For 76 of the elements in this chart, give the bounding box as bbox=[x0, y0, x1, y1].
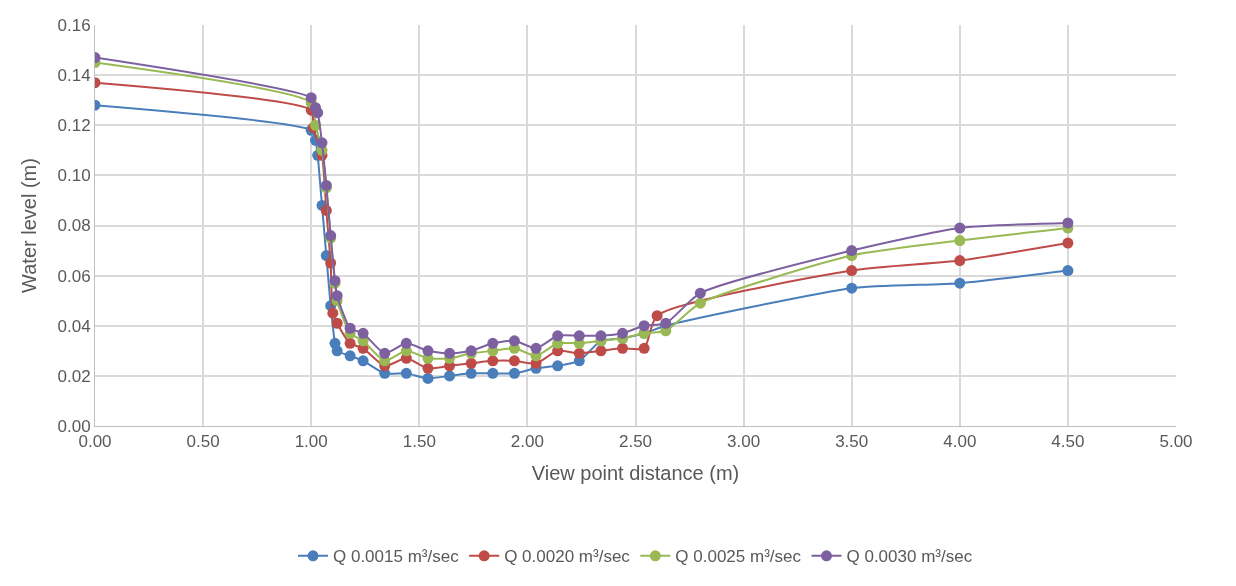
point bbox=[1062, 217, 1074, 229]
point bbox=[954, 222, 966, 234]
y-tick-label: 0.08 bbox=[57, 216, 91, 236]
point bbox=[444, 370, 456, 382]
y-tick-label: 0.16 bbox=[57, 15, 91, 35]
point bbox=[508, 335, 520, 347]
point bbox=[595, 330, 607, 342]
y-tick-label: 0.10 bbox=[57, 166, 91, 186]
point bbox=[422, 362, 434, 374]
x-tick-label: 3.50 bbox=[835, 432, 869, 452]
x-tick-label: 3.00 bbox=[727, 432, 761, 452]
point bbox=[400, 367, 412, 379]
x-tick-label: 1.00 bbox=[294, 432, 328, 452]
y-tick-label: 0.12 bbox=[57, 116, 91, 136]
point bbox=[552, 360, 564, 372]
point bbox=[487, 337, 499, 349]
y-tick-label: 0.14 bbox=[57, 66, 91, 86]
point bbox=[617, 327, 629, 339]
point bbox=[638, 320, 650, 332]
legend-label: Q 0.0020 m³/sec bbox=[504, 547, 631, 567]
point bbox=[694, 297, 706, 309]
point bbox=[954, 235, 966, 247]
point bbox=[344, 322, 356, 334]
x-tick-label: 1.50 bbox=[402, 432, 436, 452]
point bbox=[573, 330, 585, 342]
point bbox=[1062, 237, 1074, 249]
point bbox=[846, 245, 858, 257]
y-axis-title: Water level (m) bbox=[18, 158, 41, 293]
point bbox=[651, 310, 663, 322]
point bbox=[305, 92, 317, 104]
y-tick-label: 0.02 bbox=[57, 366, 91, 386]
x-axis-title: View point distance (m) bbox=[531, 461, 740, 484]
x-tick-label: 4.50 bbox=[1051, 432, 1085, 452]
legend-label: Q 0.0030 m³/sec bbox=[846, 547, 973, 567]
point bbox=[954, 277, 966, 289]
point bbox=[530, 342, 542, 354]
point bbox=[508, 355, 520, 367]
point bbox=[357, 327, 369, 339]
x-tick-label: 4.00 bbox=[943, 432, 977, 452]
point bbox=[638, 342, 650, 354]
point bbox=[344, 350, 356, 362]
point bbox=[1062, 265, 1074, 277]
x-tick-label: 2.50 bbox=[618, 432, 653, 452]
point bbox=[465, 357, 477, 369]
point bbox=[379, 347, 391, 359]
point bbox=[552, 330, 564, 342]
legend-label: Q 0.0025 m³/sec bbox=[675, 547, 802, 567]
point bbox=[573, 347, 585, 359]
point bbox=[846, 265, 858, 277]
point bbox=[327, 307, 339, 319]
y-tick-label: 0.06 bbox=[57, 266, 91, 286]
x-tick-label: 2.00 bbox=[510, 432, 544, 452]
point bbox=[344, 337, 356, 349]
point bbox=[954, 255, 966, 267]
point bbox=[331, 317, 343, 329]
point bbox=[331, 290, 343, 302]
point bbox=[444, 347, 456, 359]
point bbox=[331, 345, 343, 357]
point bbox=[487, 367, 499, 379]
point bbox=[316, 137, 328, 149]
legend-label: Q 0.0015 m³/sec bbox=[333, 547, 460, 567]
point bbox=[357, 355, 369, 367]
point bbox=[400, 337, 412, 349]
point bbox=[694, 287, 706, 299]
point bbox=[617, 342, 629, 354]
point bbox=[846, 282, 858, 294]
point bbox=[508, 367, 520, 379]
point bbox=[312, 107, 324, 119]
point bbox=[422, 372, 434, 384]
point bbox=[465, 367, 477, 379]
point bbox=[595, 345, 607, 357]
x-tick-label: 5.00 bbox=[1159, 432, 1193, 452]
point bbox=[422, 345, 434, 357]
x-tick-label: 0.50 bbox=[186, 432, 220, 452]
point bbox=[487, 355, 499, 367]
y-tick-label: 0.04 bbox=[57, 316, 91, 336]
